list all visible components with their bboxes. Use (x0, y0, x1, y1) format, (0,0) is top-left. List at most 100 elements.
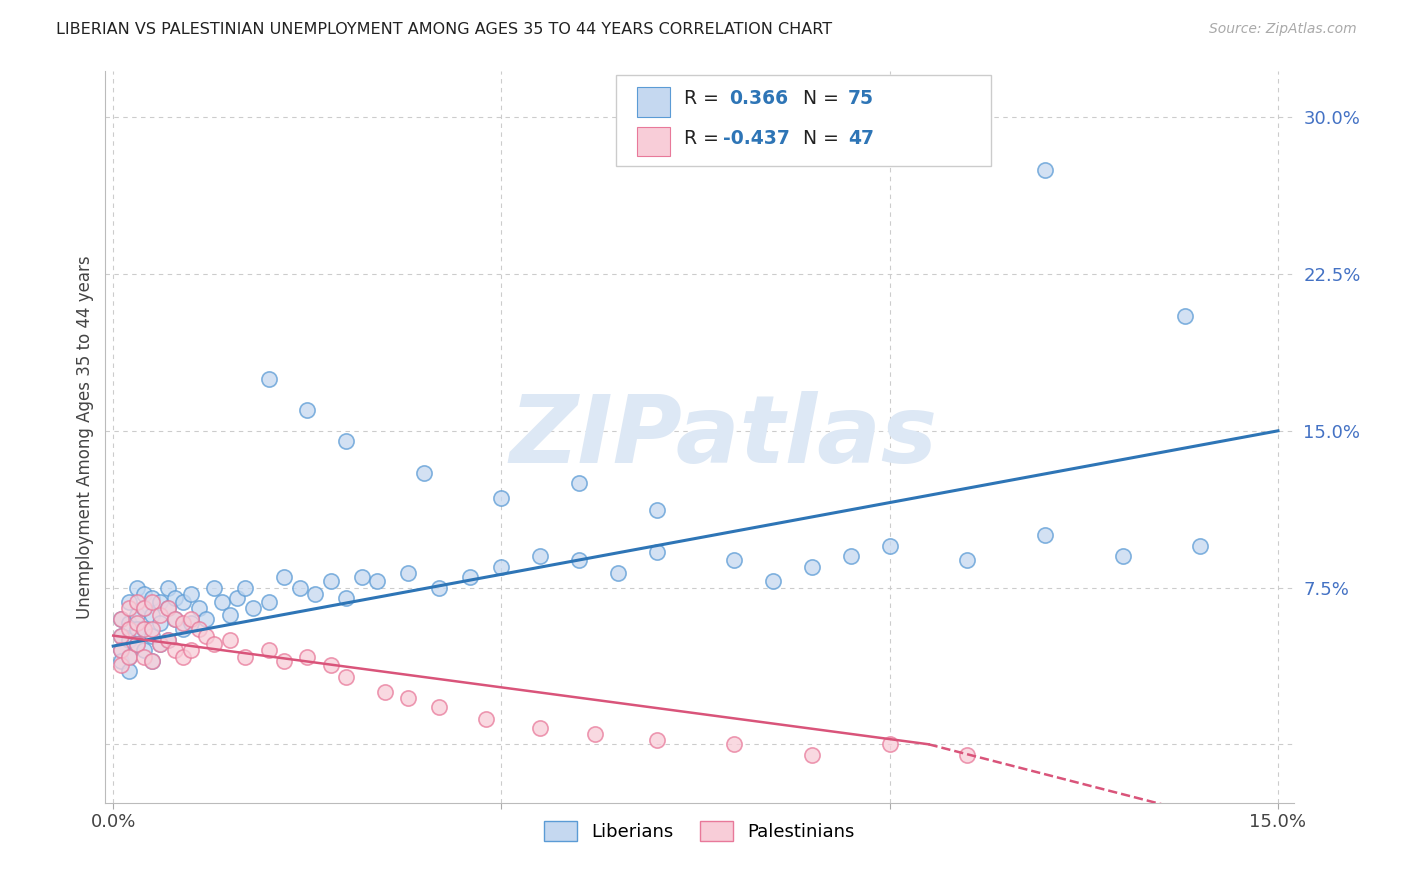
Point (110, 643, 132, 657)
Point (134, 643, 156, 657)
Point (723, 737, 745, 751)
Point (202, 581, 225, 595)
Point (242, 601, 264, 615)
Text: R =: R = (685, 89, 725, 108)
Point (141, 591, 163, 605)
Point (218, 632, 240, 647)
Point (118, 664, 141, 678)
Point (1189, 539, 1212, 553)
Point (156, 601, 179, 615)
Point (645, 545, 668, 559)
Point (110, 654, 132, 668)
Bar (637, 127, 669, 156)
Bar (637, 87, 669, 117)
Text: Source: ZipAtlas.com: Source: ZipAtlas.com (1209, 22, 1357, 37)
Point (879, 737, 901, 751)
Point (149, 616, 172, 631)
Point (141, 654, 163, 668)
Point (273, 654, 295, 668)
Point (125, 637, 148, 651)
Point (149, 637, 172, 651)
Y-axis label: Unemployment Among Ages 35 to 44 years: Unemployment Among Ages 35 to 44 years (76, 255, 94, 619)
Point (568, 553, 591, 567)
Point (110, 643, 132, 657)
Point (149, 607, 172, 622)
Point (195, 612, 218, 626)
Point (134, 623, 156, 637)
Point (491, 491, 513, 505)
Point (156, 632, 179, 647)
Point (165, 643, 187, 657)
Point (956, 747, 979, 762)
Point (134, 623, 156, 637)
Point (118, 595, 141, 609)
Text: N =: N = (803, 129, 845, 148)
Point (396, 566, 419, 580)
Point (350, 570, 373, 584)
Point (202, 637, 225, 651)
Point (335, 434, 357, 449)
Point (118, 649, 141, 664)
Point (335, 591, 357, 605)
Point (141, 629, 163, 643)
Point (172, 623, 194, 637)
Point (125, 595, 148, 609)
Point (180, 643, 202, 657)
Point (319, 574, 342, 589)
Point (288, 581, 311, 595)
Text: 47: 47 (848, 129, 875, 148)
Point (412, 466, 434, 480)
Point (187, 601, 209, 615)
Point (187, 623, 209, 637)
Point (583, 727, 606, 741)
Point (195, 629, 218, 643)
Point (257, 643, 280, 657)
Point (134, 587, 156, 601)
Point (1174, 309, 1197, 323)
Point (1033, 528, 1056, 542)
Point (125, 616, 148, 631)
Point (956, 553, 979, 567)
Point (118, 649, 141, 664)
Point (645, 733, 668, 747)
Point (723, 553, 745, 567)
Point (110, 629, 132, 643)
Point (156, 581, 179, 595)
Point (141, 595, 163, 609)
Point (645, 503, 668, 517)
Point (529, 549, 551, 564)
Text: N =: N = (803, 89, 845, 108)
Point (475, 712, 498, 726)
Point (149, 637, 172, 651)
Point (374, 685, 396, 699)
Point (233, 649, 256, 664)
Point (568, 476, 591, 491)
Point (257, 595, 280, 609)
Point (156, 601, 179, 615)
Point (529, 721, 551, 735)
Point (110, 629, 132, 643)
FancyBboxPatch shape (616, 75, 991, 167)
Point (125, 581, 148, 595)
Point (211, 595, 233, 609)
Point (1033, 162, 1056, 177)
Text: R =: R = (685, 129, 725, 148)
Point (1111, 549, 1133, 564)
Point (879, 539, 901, 553)
Point (180, 612, 202, 626)
Point (218, 607, 240, 622)
Point (118, 616, 141, 631)
Point (297, 649, 319, 664)
Point (118, 601, 141, 615)
Legend: Liberians, Palestinians: Liberians, Palestinians (537, 814, 862, 848)
Text: LIBERIAN VS PALESTINIAN UNEMPLOYMENT AMONG AGES 35 TO 44 YEARS CORRELATION CHART: LIBERIAN VS PALESTINIAN UNEMPLOYMENT AMO… (56, 22, 832, 37)
Point (180, 587, 202, 601)
Point (460, 570, 482, 584)
Point (134, 601, 156, 615)
Point (297, 403, 319, 417)
Point (257, 371, 280, 385)
Text: ZIPatlas: ZIPatlas (509, 391, 938, 483)
Point (801, 747, 824, 762)
Point (801, 559, 824, 574)
Point (156, 632, 179, 647)
